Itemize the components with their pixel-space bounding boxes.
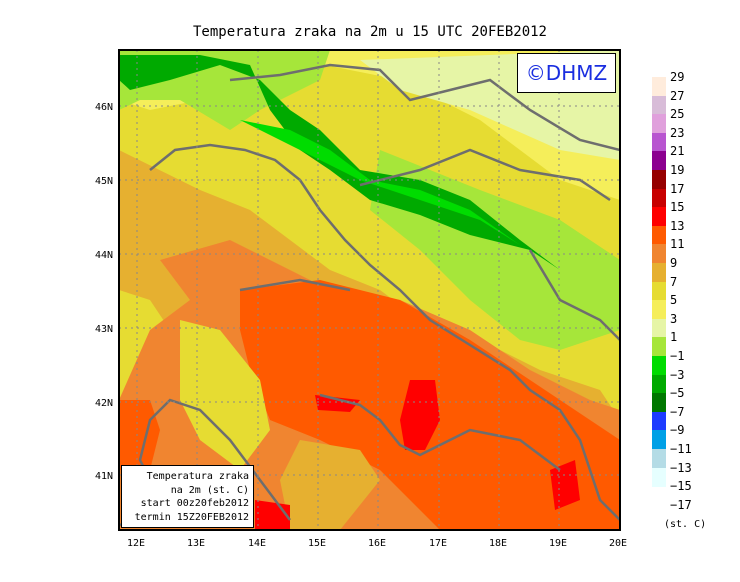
legend-label: −7 — [670, 404, 685, 419]
legend-color-box — [652, 170, 666, 190]
legend-color-box — [652, 95, 666, 115]
legend-label: −9 — [670, 423, 685, 438]
legend-color-box — [652, 114, 666, 134]
info-line: na 2m (st. C) — [170, 484, 249, 496]
lat-tick: 42N — [95, 398, 113, 409]
legend-color-box — [652, 77, 666, 97]
legend-label: 13 — [670, 218, 685, 233]
legend-color-box — [652, 411, 666, 431]
legend-label: −3 — [670, 367, 685, 382]
graticule — [119, 50, 620, 530]
lat-tick: 41N — [95, 471, 113, 482]
lat-tick: 45N — [95, 176, 113, 187]
longitude-ticks: 12E 13E 14E 15E 16E 17E 18E 19E 20E — [127, 538, 627, 549]
legend-label: 5 — [670, 293, 678, 308]
info-line: termin 15Z20FEB2012 — [134, 511, 249, 523]
lon-tick: 14E — [248, 538, 266, 549]
lon-tick: 12E — [127, 538, 145, 549]
legend-units: (st. C) — [664, 519, 707, 530]
lon-tick: 19E — [549, 538, 567, 549]
lon-tick: 20E — [609, 538, 627, 549]
lat-tick: 46N — [95, 102, 113, 113]
legend-color-box — [652, 207, 666, 227]
lat-tick: 43N — [95, 324, 113, 335]
map-frame — [118, 49, 621, 531]
legend-color-box — [652, 281, 666, 301]
legend-color-box — [652, 188, 666, 208]
legend-color-box — [652, 449, 666, 469]
dhmz-logo: ©DHMZ — [517, 53, 616, 93]
legend-color-box — [652, 337, 666, 357]
latitude-ticks: 46N 45N 44N 43N 42N 41N — [95, 102, 113, 482]
legend-color-box — [652, 132, 666, 152]
lat-tick: 44N — [95, 250, 113, 261]
legend-label: 23 — [670, 125, 685, 140]
lon-tick: 17E — [429, 538, 447, 549]
info-line: Temperatura zraka — [146, 471, 249, 482]
legend-label: 7 — [670, 274, 678, 289]
legend-color-box — [652, 430, 666, 450]
legend-color-box — [652, 263, 666, 283]
legend-color-box — [652, 244, 666, 264]
legend-label: −1 — [670, 349, 685, 363]
legend-label: −11 — [670, 442, 692, 456]
legend-label: 11 — [670, 237, 685, 252]
legend-label: 29 — [670, 70, 685, 84]
info-line: start 00z20feb2012 — [140, 498, 249, 509]
lon-tick: 13E — [187, 538, 205, 549]
lon-tick: 16E — [368, 538, 386, 549]
legend-label: 3 — [670, 311, 678, 326]
legend-color-box — [652, 225, 666, 245]
legend-label: −15 — [670, 479, 692, 494]
info-box: Temperatura zraka na 2m (st. C) start 00… — [121, 465, 254, 528]
legend-label: 19 — [670, 163, 685, 177]
legend-color-box — [652, 393, 666, 413]
legend-label: −13 — [670, 460, 692, 475]
legend-label: 27 — [670, 88, 685, 103]
legend-label: −5 — [670, 386, 685, 401]
legend-label: 1 — [670, 330, 678, 345]
legend-color-box — [652, 151, 666, 171]
legend-color-box — [652, 318, 666, 338]
map-title: Temperatura zraka na 2m u 15 UTC 20FEB20… — [192, 24, 547, 40]
temperature-field — [119, 50, 620, 530]
legend-color-box — [652, 467, 666, 487]
legend-label: 21 — [670, 144, 685, 159]
legend-label: −17 — [670, 497, 692, 512]
legend-color-box — [652, 356, 666, 376]
legend-color-box — [652, 374, 666, 394]
legend-color-box — [652, 300, 666, 320]
legend-label: 15 — [670, 200, 685, 215]
legend-label: 9 — [670, 256, 678, 270]
lon-tick: 15E — [308, 538, 326, 549]
lon-tick: 18E — [489, 538, 507, 549]
legend-label: 25 — [670, 107, 685, 122]
legend-label: 17 — [670, 181, 685, 196]
